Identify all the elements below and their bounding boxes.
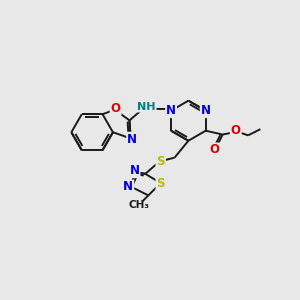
Text: O: O <box>231 124 241 137</box>
Text: S: S <box>156 155 165 168</box>
Text: N: N <box>166 104 176 117</box>
Text: N: N <box>123 180 133 194</box>
Text: O: O <box>209 143 219 157</box>
Text: O: O <box>111 102 121 115</box>
Text: N: N <box>201 104 211 117</box>
Text: NH: NH <box>137 101 156 112</box>
Text: N: N <box>130 164 140 177</box>
Text: S: S <box>156 177 165 190</box>
Text: CH₃: CH₃ <box>129 200 150 210</box>
Text: N: N <box>127 133 137 146</box>
